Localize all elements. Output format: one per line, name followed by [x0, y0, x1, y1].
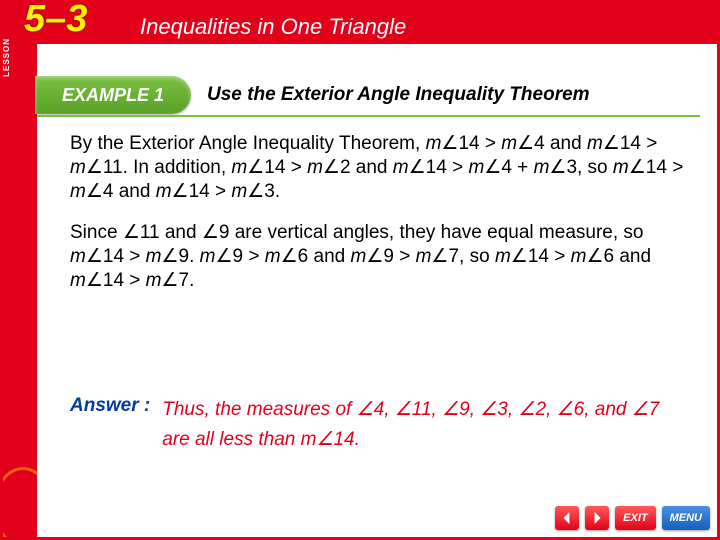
menu-label: MENU: [670, 512, 702, 524]
answer-label: Answer :: [70, 395, 150, 417]
paragraph-1: By the Exterior Angle Inequality Theorem…: [70, 132, 690, 203]
example-title: Use the Exterior Angle Inequality Theore…: [207, 84, 590, 106]
lesson-label: LESSON: [2, 38, 11, 77]
nav-controls: EXIT MENU: [555, 506, 710, 530]
example-pill: EXAMPLE 1: [35, 76, 191, 114]
divider-line: [37, 115, 700, 117]
lesson-number: 5–3: [24, 0, 87, 41]
chevron-right-icon: [591, 512, 603, 524]
left-strip-ornament: [3, 447, 37, 537]
answer-block: Answer : Thus, the measures of ∠4, ∠11, …: [70, 395, 690, 456]
prev-button[interactable]: [555, 506, 579, 530]
example-header: EXAMPLE 1 Use the Exterior Angle Inequal…: [37, 76, 717, 114]
paragraph-2: Since ∠11 and ∠9 are vertical angles, th…: [70, 221, 690, 292]
chevron-left-icon: [561, 512, 573, 524]
ornament-curve: [3, 467, 37, 537]
answer-text: Thus, the measures of ∠4, ∠11, ∠9, ∠3, ∠…: [162, 395, 690, 456]
exit-button[interactable]: EXIT: [615, 506, 655, 530]
exit-label: EXIT: [623, 512, 647, 524]
menu-button[interactable]: MENU: [662, 506, 710, 530]
example-pill-label: EXAMPLE 1: [62, 85, 164, 106]
next-button[interactable]: [585, 506, 609, 530]
body-content: By the Exterior Angle Inequality Theorem…: [70, 132, 690, 311]
lesson-title: Inequalities in One Triangle: [140, 14, 406, 40]
